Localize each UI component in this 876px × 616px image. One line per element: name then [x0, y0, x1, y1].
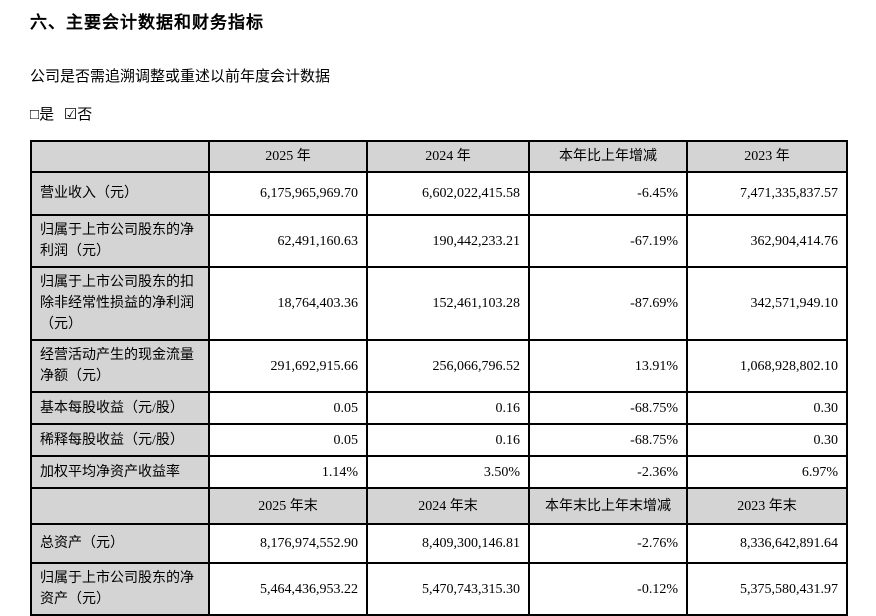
value-2025: 6,175,965,969.70: [208, 171, 368, 216]
value-2024: 0.16: [366, 391, 530, 425]
value-2025: 1.14%: [208, 455, 368, 489]
row-label: 基本每股收益（元/股）: [30, 391, 210, 425]
col-header-yoy-change: 本年比上年增减: [528, 140, 688, 173]
corner-cell: [30, 487, 210, 525]
row-label: 经营活动产生的现金流量净额（元）: [30, 339, 210, 393]
table-row-revenue: 营业收入（元） 6,175,965,969.70 6,602,022,415.5…: [30, 171, 848, 216]
checkbox-checked-icon: ☑: [63, 107, 78, 123]
table-row-operating-cash-flow: 经营活动产生的现金流量净额（元） 291,692,915.66 256,066,…: [30, 339, 848, 393]
checkbox-yes-option: □是: [30, 107, 54, 123]
value-change: -87.69%: [528, 266, 688, 341]
row-label: 营业收入（元）: [30, 171, 210, 216]
table-header-row-period-end: 2025 年末 2024 年末 本年末比上年末增减 2023 年末: [30, 487, 848, 525]
row-label: 归属于上市公司股东的净资产（元）: [30, 562, 210, 616]
value-change: -2.36%: [528, 455, 688, 489]
col-header-2023: 2023 年: [686, 140, 848, 173]
table-row-net-profit: 归属于上市公司股东的净利润（元） 62,491,160.63 190,442,2…: [30, 214, 848, 268]
checkbox-unchecked-icon: □: [30, 107, 40, 123]
value-2023: 0.30: [686, 423, 848, 457]
value-2023: 0.30: [686, 391, 848, 425]
value-2023: 7,471,335,837.57: [686, 171, 848, 216]
value-2025: 291,692,915.66: [208, 339, 368, 393]
table-row-total-assets: 总资产（元） 8,176,974,552.90 8,409,300,146.81…: [30, 523, 848, 564]
value-change: -68.75%: [528, 423, 688, 457]
table-row-weighted-avg-roe: 加权平均净资产收益率 1.14% 3.50% -2.36% 6.97%: [30, 455, 848, 489]
value-2025: 8,176,974,552.90: [208, 523, 368, 564]
value-2024: 256,066,796.52: [366, 339, 530, 393]
col-header-2024-end: 2024 年末: [366, 487, 530, 525]
col-header-2025-end: 2025 年末: [208, 487, 368, 525]
row-label: 归属于上市公司股东的扣除非经常性损益的净利润（元）: [30, 266, 210, 341]
value-2025: 5,464,436,953.22: [208, 562, 368, 616]
value-2023: 5,375,580,431.97: [686, 562, 848, 616]
value-2023: 362,904,414.76: [686, 214, 848, 268]
checkbox-no-option: ☑否: [64, 107, 92, 123]
col-header-end-change: 本年末比上年末增减: [528, 487, 688, 525]
value-2025: 62,491,160.63: [208, 214, 368, 268]
value-2024: 152,461,103.28: [366, 266, 530, 341]
corner-cell: [30, 140, 210, 173]
value-2025: 0.05: [208, 423, 368, 457]
value-2025: 18,764,403.36: [208, 266, 368, 341]
value-change: -6.45%: [528, 171, 688, 216]
value-2024: 6,602,022,415.58: [366, 171, 530, 216]
value-change: -0.12%: [528, 562, 688, 616]
row-label: 加权平均净资产收益率: [30, 455, 210, 489]
col-header-2025: 2025 年: [208, 140, 368, 173]
row-label: 总资产（元）: [30, 523, 210, 564]
value-2024: 0.16: [366, 423, 530, 457]
value-2024: 8,409,300,146.81: [366, 523, 530, 564]
value-2024: 3.50%: [366, 455, 530, 489]
table-row-diluted-eps: 稀释每股收益（元/股） 0.05 0.16 -68.75% 0.30: [30, 423, 848, 457]
value-2023: 8,336,642,891.64: [686, 523, 848, 564]
restatement-answer: □是 ☑否: [30, 103, 846, 124]
value-2024: 5,470,743,315.30: [366, 562, 530, 616]
value-2024: 190,442,233.21: [366, 214, 530, 268]
value-change: 13.91%: [528, 339, 688, 393]
value-change: -68.75%: [528, 391, 688, 425]
table-row-net-assets: 归属于上市公司股东的净资产（元） 5,464,436,953.22 5,470,…: [30, 562, 848, 616]
restatement-question: 公司是否需追溯调整或重述以前年度会计数据: [30, 69, 331, 85]
col-header-2023-end: 2023 年末: [686, 487, 848, 525]
checkbox-no-label: 否: [77, 107, 93, 123]
value-change: -2.76%: [528, 523, 688, 564]
row-label: 稀释每股收益（元/股）: [30, 423, 210, 457]
table-row-net-profit-excl-nonrecurring: 归属于上市公司股东的扣除非经常性损益的净利润（元） 18,764,403.36 …: [30, 266, 848, 341]
value-2023: 1,068,928,802.10: [686, 339, 848, 393]
row-label: 归属于上市公司股东的净利润（元）: [30, 214, 210, 268]
financial-indicators-table: 2025 年 2024 年 本年比上年增减 2023 年 营业收入（元） 6,1…: [30, 140, 848, 616]
value-2025: 0.05: [208, 391, 368, 425]
section-title: 六、主要会计数据和财务指标: [30, 13, 264, 32]
value-2023: 342,571,949.10: [686, 266, 848, 341]
table-row-basic-eps: 基本每股收益（元/股） 0.05 0.16 -68.75% 0.30: [30, 391, 848, 425]
table-header-row-annual: 2025 年 2024 年 本年比上年增减 2023 年: [30, 140, 848, 173]
value-2023: 6.97%: [686, 455, 848, 489]
value-change: -67.19%: [528, 214, 688, 268]
col-header-2024: 2024 年: [366, 140, 530, 173]
checkbox-yes-label: 是: [39, 107, 55, 123]
